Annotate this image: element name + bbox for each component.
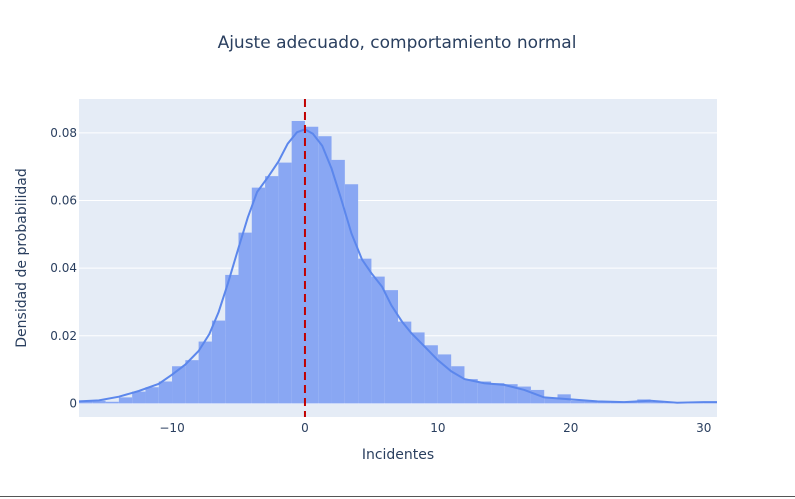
y-tick-label: 0.02 [50, 329, 77, 343]
y-tick-label: 0 [69, 396, 77, 410]
histogram-bar [105, 401, 119, 404]
y-tick-label: 0.04 [50, 261, 77, 275]
histogram-bar [597, 402, 611, 404]
page-bottom-divider [0, 496, 795, 497]
histogram-bar [544, 398, 558, 404]
histogram-bar [92, 400, 106, 404]
histogram-bar [211, 320, 226, 404]
kde-curve [78, 128, 717, 404]
histogram-bar [331, 159, 345, 404]
histogram-bar [477, 381, 492, 404]
histogram-bar [79, 400, 93, 404]
histogram-bar [278, 162, 292, 404]
x-axis-title: Incidentes [362, 447, 434, 463]
histogram-bar [623, 402, 638, 404]
x-tick-label: 10 [430, 421, 445, 435]
histogram-bar [251, 187, 266, 404]
histogram-bar [398, 321, 412, 404]
histogram-bar [198, 341, 212, 404]
histogram-bar [238, 232, 252, 404]
x-tick-label: −10 [159, 421, 184, 435]
histogram-bar [291, 120, 305, 404]
histogram-bar [358, 258, 372, 404]
histogram-bar [344, 184, 359, 404]
histogram-bar [584, 400, 598, 404]
histogram-bar [304, 126, 319, 404]
histogram-bar [650, 401, 664, 404]
histogram-bar [504, 384, 518, 404]
y-tick-label: 0.06 [50, 193, 77, 207]
histogram-bar [318, 136, 332, 404]
histogram-bar [225, 274, 239, 404]
histogram-bar [265, 176, 279, 404]
x-tick-label: 20 [563, 421, 578, 435]
histogram-bar [411, 332, 425, 404]
histogram-bar [145, 387, 159, 404]
x-tick-label: 30 [696, 421, 711, 435]
histogram-bar [451, 366, 465, 404]
x-tick-label: 0 [301, 421, 309, 435]
histogram-bar [384, 290, 398, 404]
histogram-bar [424, 345, 438, 404]
chart-title: Ajuste adecuado, comportamiento normal [218, 33, 577, 53]
histogram-bar [172, 366, 186, 404]
histogram-bar [371, 276, 385, 404]
y-tick-label: 0.08 [50, 126, 77, 140]
y-axis-ticks: 0 0.02 0.04 0.06 0.08 [50, 126, 77, 411]
histogram-bar [185, 360, 199, 404]
histogram-bar [118, 397, 133, 404]
histogram-bar [570, 400, 585, 404]
x-axis-ticks: −10 0 10 20 30 [159, 421, 711, 435]
histogram-bar [437, 354, 452, 404]
y-axis-title: Densidad de probabilidad [14, 168, 30, 347]
histogram-bar [158, 381, 173, 404]
histogram-bar [491, 383, 505, 404]
histogram-bar [464, 379, 478, 404]
histogram-bar [132, 391, 146, 404]
